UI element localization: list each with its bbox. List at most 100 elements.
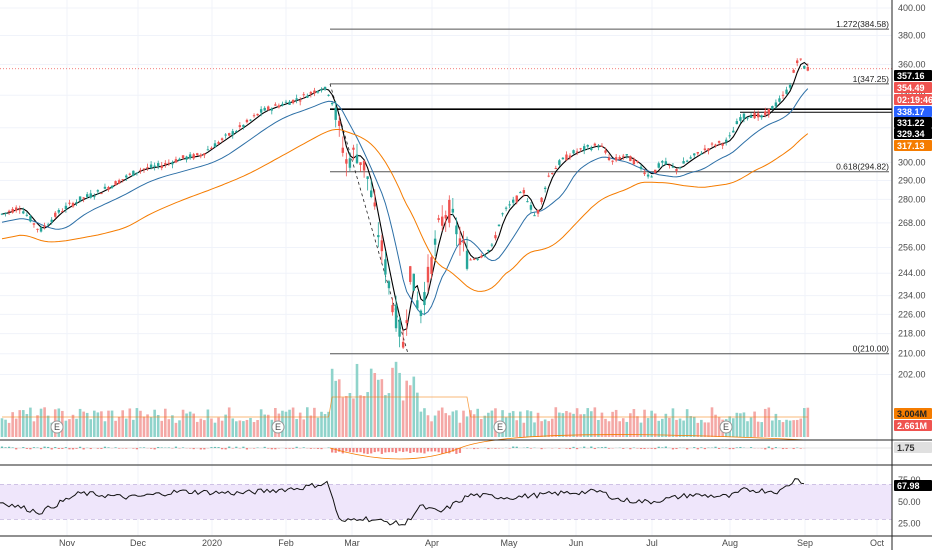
time-axis[interactable]: Nov Dec 2020 Feb Mar Apr May Jun Jul Aug Sep Oct	[59, 538, 885, 548]
volume-bar	[181, 409, 185, 437]
candle-body	[338, 120, 341, 127]
volume-bar	[100, 411, 103, 437]
candle-body	[430, 257, 433, 274]
price-tag-label: 354.49	[897, 83, 925, 93]
macd-bar	[515, 446, 518, 448]
volume-ma-line	[2, 396, 808, 418]
rsi-pane[interactable]	[0, 478, 892, 526]
price-tick-label: 234.00	[898, 291, 926, 301]
macd-bar	[593, 448, 596, 450]
time-axis-label: Jul	[646, 538, 658, 548]
macd-bar	[284, 448, 288, 449]
candle-body	[501, 213, 504, 215]
macd-bar	[764, 448, 767, 450]
volume-bar	[533, 422, 536, 437]
candle-body	[199, 154, 202, 157]
macd-bar	[39, 448, 43, 450]
macd-bar	[458, 448, 462, 453]
macd-bar	[526, 447, 529, 448]
macd-bar	[359, 448, 362, 453]
price-tick-label: 268.00	[898, 218, 926, 228]
volume-bar	[352, 398, 355, 437]
volume-bar	[639, 422, 643, 437]
macd-bar	[89, 448, 92, 450]
macd-bar	[529, 448, 533, 449]
time-axis-label: Mar	[344, 538, 360, 548]
volume-bar	[678, 418, 682, 437]
macd-bar	[590, 446, 593, 448]
volume-bar	[519, 411, 522, 437]
candle-body	[593, 143, 597, 146]
macd-bar	[338, 448, 341, 452]
macd-bar	[0, 446, 4, 448]
candle-body	[487, 249, 490, 252]
earnings-marker-label: E	[497, 422, 503, 432]
fibonacci-retracement[interactable]: 1.272(384.58) 1(347.25) 0.618(294.82) 0(210…	[0, 19, 892, 355]
volume-bar	[579, 414, 582, 437]
volume-bar	[394, 361, 398, 437]
macd-bar	[210, 447, 213, 448]
volume-bar	[242, 421, 245, 437]
volume-bar	[763, 408, 767, 437]
macd-bar	[22, 447, 25, 448]
macd-bar	[739, 446, 742, 448]
volume-bar	[373, 373, 377, 437]
candle-body	[93, 196, 96, 198]
macd-bar	[217, 447, 220, 448]
price-tick-label: 360.00	[898, 60, 926, 70]
candle-body	[341, 147, 344, 153]
macd-bar	[512, 446, 515, 448]
candle-body	[806, 66, 810, 71]
candle-body	[18, 209, 21, 211]
volume-bar	[611, 411, 614, 437]
candle-body	[611, 160, 614, 162]
macd-bar	[391, 448, 394, 453]
candlesticks[interactable]	[0, 58, 810, 349]
macd-bar	[235, 446, 238, 448]
time-axis-label: Oct	[870, 538, 885, 548]
candle-body	[270, 108, 273, 111]
volume-bar	[455, 410, 458, 437]
macd-bar	[657, 446, 660, 448]
macd-bar	[455, 448, 458, 454]
volume-bar	[668, 417, 671, 437]
macd-bar	[430, 448, 433, 452]
candle-body	[0, 213, 4, 215]
time-axis-label: Apr	[425, 538, 439, 548]
earnings-icon	[719, 420, 733, 434]
candle-body	[50, 219, 53, 223]
volume-bar	[540, 421, 543, 437]
volume-bar	[799, 418, 803, 437]
volume-bar	[653, 413, 657, 437]
volume-bar	[671, 408, 675, 437]
macd-bar	[295, 446, 298, 448]
macd-bar	[292, 448, 295, 449]
candle-body	[181, 155, 185, 159]
candle-body	[494, 235, 497, 239]
volume-bar	[245, 419, 249, 437]
volume-bar	[561, 413, 565, 437]
fib-level-label: 0.618(294.82)	[836, 162, 889, 172]
candle-body	[348, 158, 352, 168]
volume-bar	[171, 415, 174, 437]
volume-bar	[760, 422, 763, 437]
volume-bar	[650, 410, 653, 437]
price-pane[interactable]: 1.272(384.58) 1(347.25) 0.618(294.82) 0(210…	[0, 0, 892, 536]
macd-bar	[735, 447, 738, 448]
price-tag-label: 357.16	[897, 71, 925, 81]
macd-bar	[622, 448, 625, 449]
macd-bar	[150, 448, 153, 449]
candle-body	[689, 157, 692, 159]
volume-bar	[43, 407, 46, 437]
candle-body	[693, 153, 696, 156]
candle-body	[646, 174, 650, 177]
price-tag-label: 317.13	[897, 141, 925, 151]
volume-bar	[164, 408, 167, 437]
volume-bar	[220, 420, 224, 437]
candle-body	[380, 240, 384, 252]
macd-pane[interactable]	[0, 434, 892, 460]
candle-body	[352, 147, 355, 150]
